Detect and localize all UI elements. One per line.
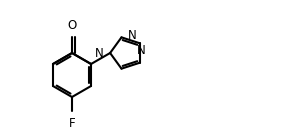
Text: F: F [69,117,75,130]
Text: N: N [128,29,136,42]
Text: N: N [95,46,104,60]
Text: N: N [136,44,145,57]
Text: O: O [67,18,77,32]
